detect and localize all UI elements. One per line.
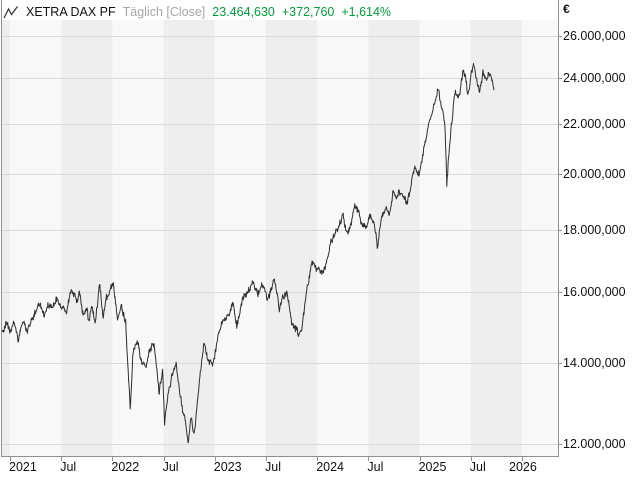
- x-axis-label: 2024: [316, 460, 344, 474]
- y-axis-label: 12.000,000: [563, 437, 626, 451]
- instrument-name: XETRA DAX PF: [26, 5, 116, 19]
- x-axis-label: Jul: [367, 460, 384, 474]
- half-year-band: [266, 20, 318, 456]
- price-change-pct: +1,614%: [341, 5, 392, 19]
- y-axis-label: 14.000,000: [563, 355, 626, 370]
- half-year-band: [368, 20, 420, 456]
- half-year-band: [214, 20, 266, 456]
- y-axis-label: 16.000,000: [563, 285, 626, 300]
- y-axis-label: 20.000,000: [563, 167, 626, 182]
- y-axis-label: 22.000,000: [563, 117, 626, 132]
- x-axis-label: 2022: [111, 460, 140, 474]
- price-change-abs: +372,760: [281, 5, 335, 19]
- x-axis-label: 2026: [509, 460, 537, 474]
- timeframe-label: Täglich [Close]: [122, 5, 206, 19]
- line-chart-icon: [3, 5, 19, 18]
- half-year-band: [522, 20, 558, 456]
- currency-symbol: €: [563, 2, 570, 16]
- x-axis-label: 2023: [213, 460, 242, 474]
- x-axis-label: 2025: [418, 460, 447, 474]
- chart-header: XETRA DAX PF Täglich [Close] 23.464,630 …: [3, 4, 391, 20]
- half-year-band: [163, 20, 215, 456]
- y-axis-label: 24.000,000: [563, 71, 626, 86]
- half-year-band: [419, 20, 471, 456]
- half-year-band: [112, 20, 164, 456]
- y-axis-label: 26.000,000: [563, 29, 626, 43]
- x-axis-label: Jul: [469, 460, 486, 474]
- x-axis-label: Jul: [60, 460, 77, 474]
- x-axis-label: Jul: [265, 460, 281, 474]
- x-axis-label: Jul: [162, 460, 179, 474]
- price-line: [1, 63, 495, 444]
- y-axis-label: 18.000,000: [563, 223, 626, 238]
- x-axis-label: 2021: [9, 460, 37, 474]
- half-year-band: [1, 20, 10, 456]
- half-year-band: [10, 20, 62, 456]
- half-year-band: [61, 20, 113, 456]
- last-price: 23.464,630: [212, 5, 275, 19]
- half-year-band: [317, 20, 369, 456]
